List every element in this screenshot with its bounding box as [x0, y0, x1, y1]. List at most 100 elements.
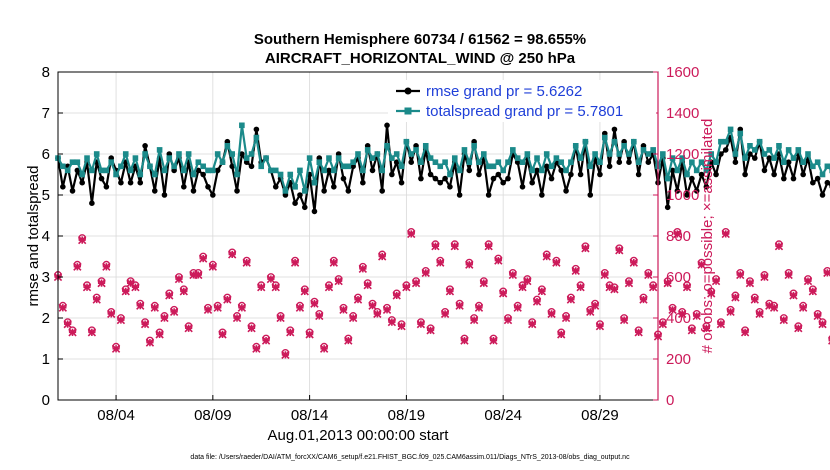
data-point — [629, 258, 638, 267]
data-point — [290, 258, 300, 267]
data-point — [437, 163, 444, 170]
data-point — [98, 167, 105, 174]
data-point — [693, 167, 700, 174]
data-point — [484, 242, 493, 251]
data-point — [490, 175, 497, 182]
data-point — [789, 291, 798, 300]
data-point — [461, 147, 468, 153]
data-point — [456, 167, 463, 174]
data-point — [121, 287, 130, 296]
data-point — [814, 159, 821, 165]
y-tick-label: 7 — [42, 105, 50, 122]
data-point — [518, 283, 527, 292]
data-point — [790, 155, 797, 161]
data-point — [374, 151, 381, 157]
data-point — [421, 268, 430, 278]
data-point — [534, 167, 540, 174]
y-tick-label: 1 — [42, 351, 50, 368]
chart-title: Southern Hemisphere 60734 / 61562 = 98.6… — [254, 31, 586, 48]
data-point — [592, 151, 598, 157]
data-point — [466, 159, 473, 165]
data-point — [68, 328, 77, 337]
data-point — [247, 324, 256, 333]
data-point — [590, 301, 600, 310]
data-point — [335, 155, 342, 161]
legend-rmse-marker — [404, 87, 412, 95]
data-point — [476, 159, 482, 165]
data-point — [171, 163, 177, 170]
data-point — [813, 311, 822, 321]
data-point — [213, 303, 222, 312]
data-point — [581, 244, 590, 253]
data-point — [566, 295, 576, 304]
data-point — [272, 184, 279, 190]
data-point — [442, 175, 448, 182]
data-point — [97, 278, 106, 288]
data-point — [151, 188, 158, 194]
y-tick-label: 6 — [42, 146, 50, 163]
data-point — [378, 252, 387, 261]
data-point — [577, 171, 584, 178]
data-point — [422, 143, 429, 149]
data-point — [611, 126, 618, 133]
data-point — [572, 143, 579, 149]
data-point — [190, 188, 197, 194]
data-point — [142, 143, 148, 149]
x-tick-label: 08/09 — [194, 407, 232, 424]
data-point — [210, 192, 216, 198]
data-point — [210, 167, 216, 174]
data-point — [664, 175, 671, 182]
data-point — [402, 283, 411, 292]
data-point — [63, 319, 72, 329]
data-point — [379, 167, 385, 174]
data-point — [345, 188, 352, 194]
data-point — [272, 167, 279, 174]
data-point — [329, 258, 338, 267]
data-point — [93, 151, 100, 157]
data-point — [466, 167, 473, 174]
data-point — [169, 307, 179, 317]
data-point — [161, 192, 168, 198]
data-point — [718, 138, 724, 145]
data-point — [214, 151, 221, 157]
data-point — [711, 276, 721, 286]
data-point — [747, 151, 753, 157]
data-point — [814, 175, 821, 182]
chart-subtitle: AIRCRAFT_HORIZONTAL_WIND @ 250 hPa — [265, 50, 576, 67]
data-point — [650, 147, 656, 153]
data-point — [200, 171, 206, 178]
data-point — [194, 270, 203, 280]
data-point — [495, 159, 502, 165]
data-point — [447, 184, 453, 190]
y2-axis-label: # of obs: o=possible; ×=assimilated — [699, 119, 716, 354]
data-point — [539, 167, 545, 174]
data-point — [552, 258, 561, 267]
data-point — [508, 270, 518, 280]
data-point — [195, 159, 202, 165]
legend: rmse grand pr = 5.6262 totalspread grand… — [388, 80, 656, 122]
data-point — [379, 188, 385, 194]
data-point — [408, 151, 415, 157]
data-point — [305, 330, 314, 339]
data-point — [529, 167, 535, 174]
data-point — [784, 270, 793, 280]
data-point — [600, 270, 609, 280]
data-point — [98, 175, 105, 182]
data-point — [334, 276, 343, 286]
data-point — [324, 283, 334, 292]
data-point — [340, 175, 347, 182]
data-point — [485, 163, 492, 170]
data-point — [722, 147, 729, 153]
data-point — [360, 167, 366, 174]
data-point — [118, 179, 124, 186]
data-point — [137, 179, 144, 186]
data-point — [547, 309, 556, 319]
data-point — [348, 313, 358, 323]
data-point — [103, 167, 110, 174]
data-point — [292, 200, 298, 206]
data-point — [147, 163, 153, 170]
data-point — [563, 188, 569, 194]
data-point — [824, 163, 830, 170]
legend-rmse-label: rmse grand pr = 5.6262 — [426, 83, 582, 100]
